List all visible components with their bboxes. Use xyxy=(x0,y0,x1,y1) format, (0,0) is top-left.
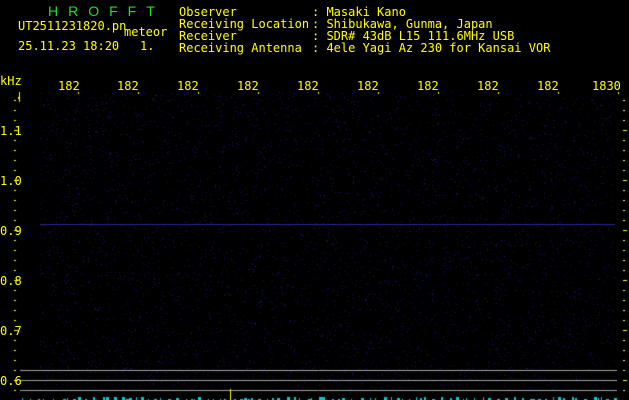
receiver-value: SDR# 43dB L15 111.6MHz USB xyxy=(326,29,515,43)
location-label: Receiving Location xyxy=(179,17,310,31)
separator: : Masaki Kano xyxy=(312,5,406,19)
x-tick-label: 182 xyxy=(357,79,379,93)
count: 1. xyxy=(140,39,155,53)
y-tick-label: 0.6 xyxy=(0,374,22,388)
observer-value: Masaki Kano xyxy=(326,5,406,19)
x-tick-label: 182 xyxy=(477,79,499,93)
antenna-value: 4ele Yagi Az 230 for Kansai VOR xyxy=(326,41,551,55)
y-tick-label: 1.0 xyxy=(0,174,22,188)
x-tick-label: 182 xyxy=(58,79,80,93)
app-logo: HROFFT xyxy=(48,3,165,19)
y-tick-label: 0.7 xyxy=(0,324,22,338)
x-tick-label: 182 xyxy=(537,79,559,93)
y-tick-label: 0.8 xyxy=(0,274,22,288)
x-tick-label: 182 xyxy=(297,79,319,93)
separator: : SDR# 43dB L15 111.6MHz USB xyxy=(312,29,515,43)
separator: : 4ele Yagi Az 230 for Kansai VOR xyxy=(312,41,551,55)
timestamp: 25.11.23 18:20 xyxy=(18,39,120,53)
separator: : Shibukawa, Gunma, Japan xyxy=(312,17,493,31)
receiver-label: Receiver xyxy=(179,29,237,43)
x-tick-label: 1830 xyxy=(592,79,621,93)
y-tick-label: 0.9 xyxy=(0,224,22,238)
y-tick-label: 1.1 xyxy=(0,124,22,138)
file-name: UT2511231820.pn xyxy=(18,19,127,33)
x-tick-label: 182 xyxy=(417,79,439,93)
mode-label: meteor xyxy=(124,25,168,39)
antenna-label: Receiving Antenna xyxy=(179,41,302,55)
x-tick-label: 182 xyxy=(177,79,199,93)
x-tick-label: 182 xyxy=(117,79,139,93)
y-unit-label: kHz xyxy=(0,74,22,88)
x-tick-label: 182 xyxy=(237,79,259,93)
observer-label: Observer xyxy=(179,5,237,19)
location-value: Shibukawa, Gunma, Japan xyxy=(326,17,493,31)
